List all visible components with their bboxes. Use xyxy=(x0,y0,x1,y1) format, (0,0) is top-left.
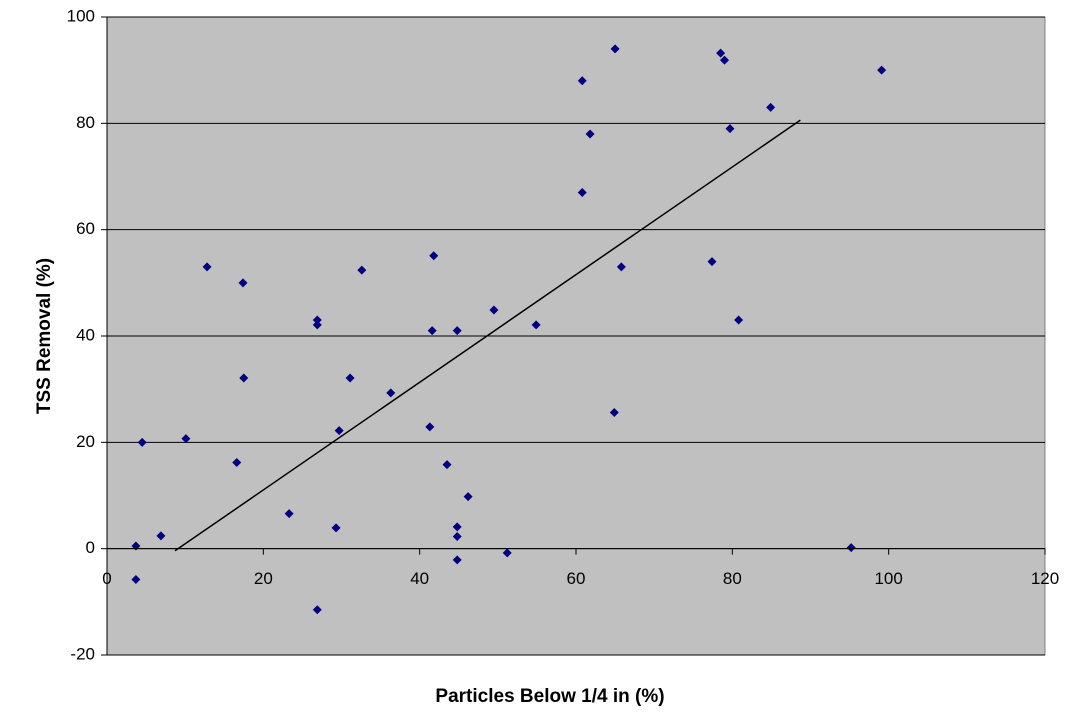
x-axis-label: Particles Below 1/4 in (%) xyxy=(435,686,664,707)
point xyxy=(609,408,619,418)
point xyxy=(238,278,248,288)
y-tick-label: -20 xyxy=(70,644,95,663)
point xyxy=(707,257,717,267)
point xyxy=(232,458,242,468)
point xyxy=(284,509,294,519)
x-tick-label: 20 xyxy=(254,569,273,588)
point xyxy=(334,426,344,436)
point xyxy=(452,522,462,532)
point xyxy=(463,492,473,502)
y-tick-label: 80 xyxy=(76,113,95,132)
point xyxy=(312,320,322,330)
x-tick-label: 80 xyxy=(723,569,742,588)
point xyxy=(616,262,626,272)
x-tick-label: 100 xyxy=(874,569,902,588)
x-tick-label: 120 xyxy=(1031,569,1059,588)
y-tick-label: 40 xyxy=(76,325,95,344)
y-tick-label: 20 xyxy=(76,432,95,451)
point xyxy=(846,543,856,553)
point xyxy=(452,555,462,565)
point xyxy=(312,315,322,325)
point xyxy=(585,129,595,139)
point xyxy=(452,326,462,336)
point xyxy=(239,373,249,383)
point xyxy=(427,326,437,336)
y-tick-label: 60 xyxy=(76,219,95,238)
point xyxy=(345,373,355,383)
point xyxy=(202,262,212,272)
y-tick-label: 100 xyxy=(67,6,95,25)
point xyxy=(312,605,322,615)
point xyxy=(502,548,512,558)
y-axis-label: TSS Removal (%) xyxy=(34,258,55,414)
point xyxy=(429,251,439,261)
point xyxy=(156,531,166,541)
y-tick-label: 0 xyxy=(86,538,95,557)
point xyxy=(720,55,730,65)
point xyxy=(425,422,435,432)
point xyxy=(489,305,499,315)
x-tick-label: 60 xyxy=(567,569,586,588)
point xyxy=(442,460,452,470)
point xyxy=(357,265,367,275)
x-tick-label: 0 xyxy=(102,569,111,588)
point xyxy=(137,437,147,447)
point xyxy=(734,315,744,325)
trendline xyxy=(174,119,801,552)
point xyxy=(452,531,462,541)
point xyxy=(716,48,726,58)
point xyxy=(610,44,620,54)
point xyxy=(577,187,587,197)
point xyxy=(877,65,887,75)
point xyxy=(766,102,776,112)
point xyxy=(531,320,541,330)
point xyxy=(131,575,141,585)
point xyxy=(725,124,735,134)
point xyxy=(577,76,587,86)
point xyxy=(181,434,191,444)
point xyxy=(331,523,341,533)
x-tick-label: 40 xyxy=(410,569,429,588)
point xyxy=(386,388,396,398)
